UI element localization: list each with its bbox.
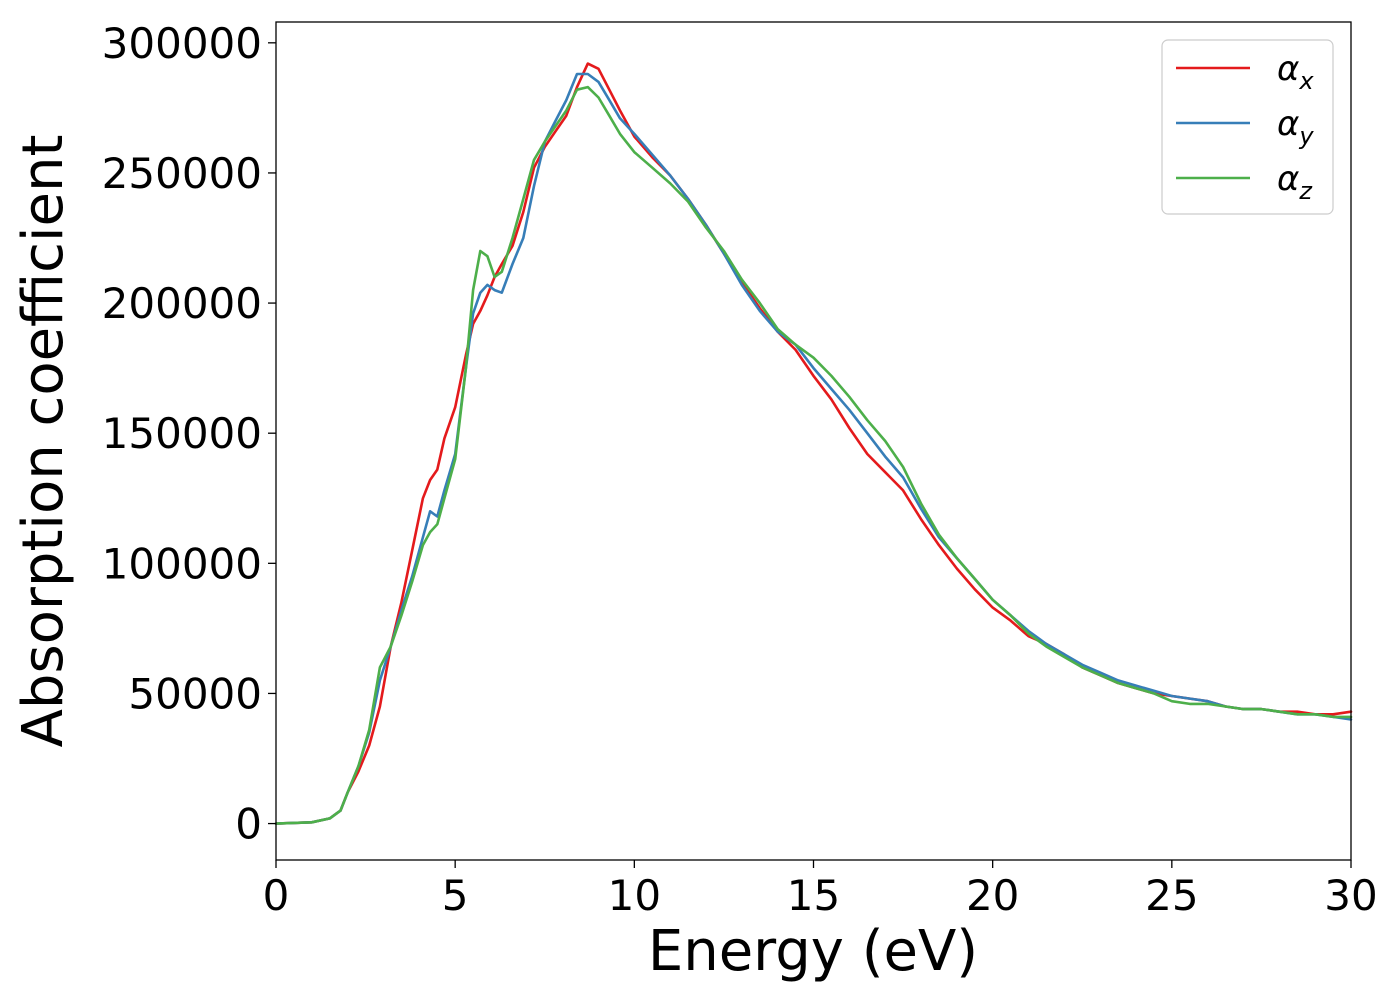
x-tick-label: 30 [1324,871,1377,920]
y-tick-label: 50000 [128,669,262,718]
x-tick-label: 15 [787,871,840,920]
series-line-y [274,72,1353,825]
plot-area [274,62,1353,825]
legend-label-x: αx [1277,49,1314,95]
legend-symbol: α [1277,49,1299,89]
y-tick-label: 300000 [102,19,262,68]
legend-label-y: αy [1277,104,1314,150]
legend-symbol: α [1277,104,1299,144]
y-axis-label: Absorption coefficient [11,135,76,748]
x-axis: 0 5 10 15 20 25 30 [263,860,1378,920]
x-tick-label: 5 [442,871,469,920]
legend-label-z: αz [1277,159,1313,205]
y-tick-label: 150000 [102,409,262,458]
x-tick-label: 0 [263,871,290,920]
legend-subscript: x [1298,67,1314,95]
legend-subscript: y [1298,122,1314,150]
x-tick-label: 10 [608,871,661,920]
x-axis-label: Energy (eV) [648,919,978,984]
legend-subscript: z [1298,177,1313,205]
series-line-z [274,85,1353,825]
y-tick-label: 250000 [102,149,262,198]
x-tick-label: 20 [966,871,1019,920]
y-tick-label: 100000 [102,539,262,588]
legend-symbol: α [1277,159,1299,199]
legend-box [1161,39,1334,215]
x-tick-label: 25 [1145,871,1198,920]
y-axis: 0 50000 100000 150000 200000 250000 300000 [102,19,276,849]
y-tick-label: 0 [235,800,262,849]
y-tick-label: 200000 [102,279,262,328]
